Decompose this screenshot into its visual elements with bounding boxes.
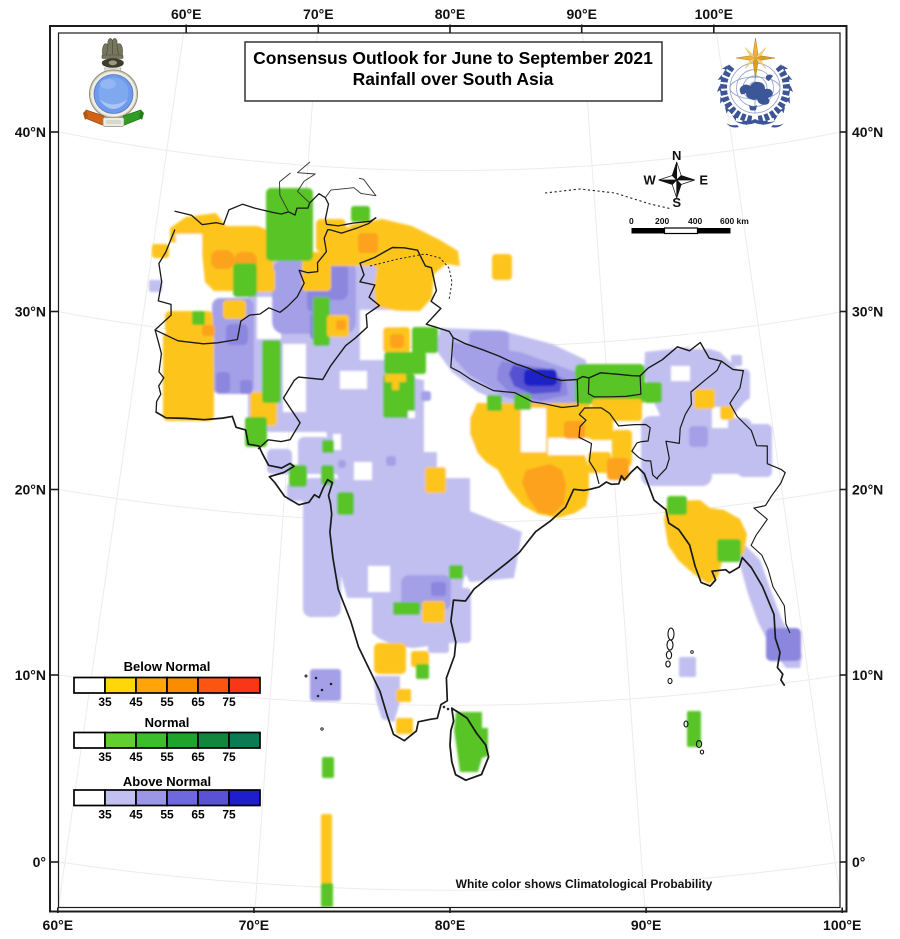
svg-text:35: 35 — [98, 808, 112, 822]
svg-text:60°E: 60°E — [171, 6, 202, 22]
svg-text:10°N: 10°N — [15, 667, 46, 683]
svg-text:55: 55 — [160, 808, 174, 822]
svg-text:65: 65 — [191, 808, 205, 822]
svg-text:Below Normal: Below Normal — [124, 659, 211, 674]
svg-text:40°N: 40°N — [852, 124, 883, 140]
svg-text:100°E: 100°E — [823, 917, 861, 933]
svg-text:45: 45 — [129, 750, 143, 764]
svg-text:65: 65 — [191, 695, 205, 709]
svg-text:W: W — [644, 173, 657, 188]
svg-text:80°E: 80°E — [435, 917, 466, 933]
svg-text:N: N — [672, 148, 681, 163]
svg-text:35: 35 — [98, 750, 112, 764]
svg-text:Consensus Outlook for June to: Consensus Outlook for June to September … — [253, 48, 653, 68]
svg-text:65: 65 — [191, 750, 205, 764]
svg-text:75: 75 — [222, 750, 236, 764]
svg-text:70°E: 70°E — [303, 6, 334, 22]
svg-text:35: 35 — [98, 695, 112, 709]
svg-text:75: 75 — [222, 808, 236, 822]
svg-text:60°E: 60°E — [43, 917, 74, 933]
svg-text:40°N: 40°N — [15, 124, 46, 140]
svg-text:80°E: 80°E — [435, 6, 466, 22]
svg-text:45: 45 — [129, 808, 143, 822]
svg-text:45: 45 — [129, 695, 143, 709]
svg-text:10°N: 10°N — [852, 667, 883, 683]
svg-text:S: S — [672, 195, 681, 210]
svg-text:55: 55 — [160, 695, 174, 709]
svg-text:Normal: Normal — [145, 715, 190, 730]
svg-text:0: 0 — [629, 216, 634, 226]
svg-text:White color shows Climatologic: White color shows Climatological Probabi… — [456, 877, 713, 891]
svg-text:Rainfall over South Asia: Rainfall over South Asia — [353, 69, 554, 89]
svg-text:30°N: 30°N — [852, 304, 883, 320]
svg-text:20°N: 20°N — [15, 482, 46, 498]
svg-text:90°E: 90°E — [631, 917, 662, 933]
svg-text:30°N: 30°N — [15, 304, 46, 320]
svg-text:90°E: 90°E — [566, 6, 597, 22]
svg-text:20°N: 20°N — [852, 482, 883, 498]
svg-text:0°: 0° — [852, 854, 865, 870]
svg-text:400: 400 — [688, 216, 702, 226]
svg-text:0°: 0° — [33, 854, 46, 870]
svg-text:70°E: 70°E — [239, 917, 270, 933]
svg-text:600 km: 600 km — [720, 216, 749, 226]
svg-text:75: 75 — [222, 695, 236, 709]
svg-text:100°E: 100°E — [695, 6, 733, 22]
svg-text:Above Normal: Above Normal — [123, 774, 211, 789]
svg-text:200: 200 — [655, 216, 669, 226]
svg-text:55: 55 — [160, 750, 174, 764]
svg-text:E: E — [699, 173, 708, 188]
